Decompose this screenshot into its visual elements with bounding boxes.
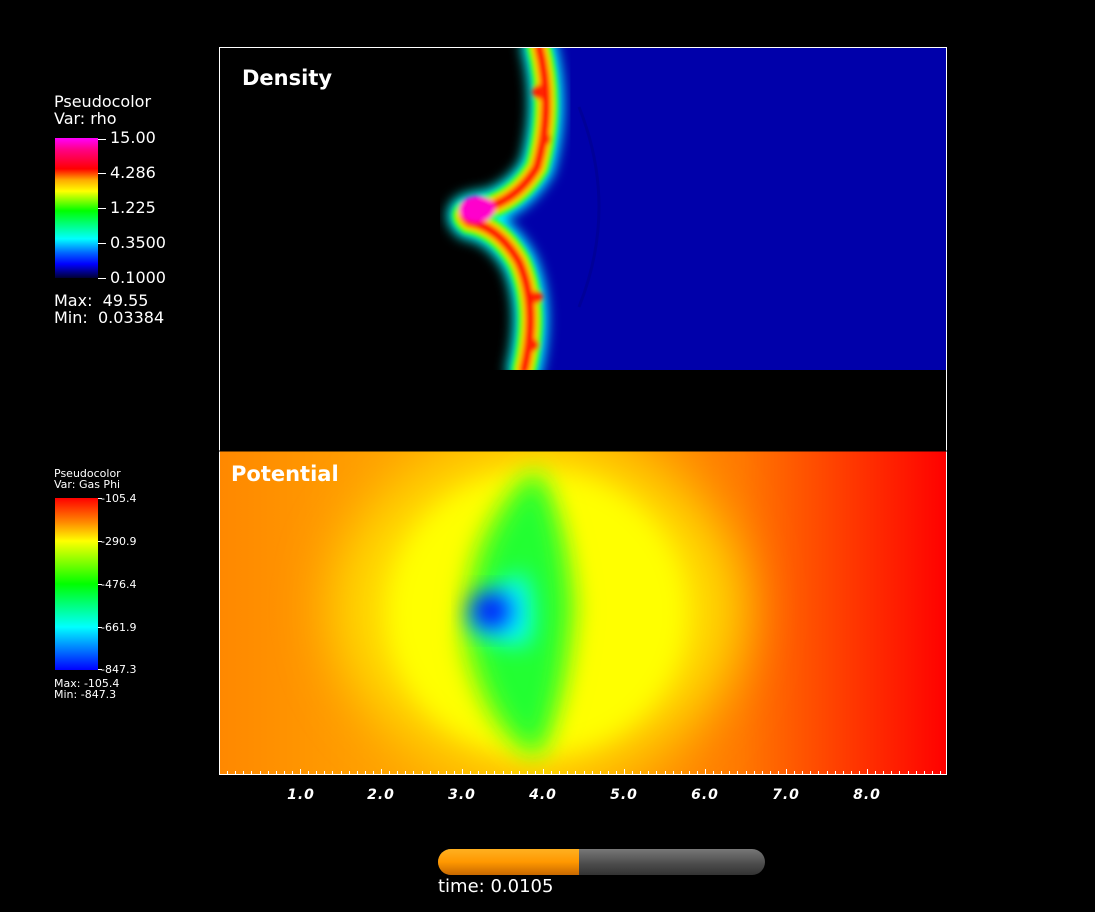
potential-min-value: Min: -847.3 (54, 688, 117, 701)
density-tick-label: 4.286 (110, 163, 156, 182)
x-axis-label: 2.0 (367, 787, 395, 803)
density-legend-variable: Var: rho (54, 109, 117, 128)
potential-legend-title: Pseudocolor (54, 467, 121, 480)
potential-tick-label: -105.4 (101, 492, 137, 505)
visualization-viewport[interactable] (219, 47, 947, 775)
x-axis-label: 7.0 (772, 787, 800, 803)
density-legend: Pseudocolor Var: rho 15.00 4.286 1.225 0… (54, 93, 194, 343)
potential-tick-label: -661.9 (101, 621, 137, 634)
potential-panel (219, 451, 947, 775)
density-tick-label: 0.1000 (110, 268, 166, 287)
density-min-value: Min: 0.03384 (54, 308, 165, 327)
x-axis-label: 5.0 (610, 787, 638, 803)
density-max-value: Max: 49.55 (54, 291, 149, 310)
potential-tick-label: -847.3 (101, 663, 137, 676)
density-colorbar (55, 138, 98, 278)
time-label: time: 0.0105 (438, 876, 554, 897)
x-axis-label: 3.0 (448, 787, 476, 803)
time-progress-bar[interactable] (438, 849, 765, 875)
density-tick-label: 0.3500 (110, 233, 166, 252)
x-axis-ticks (219, 769, 941, 775)
potential-tick-label: -476.4 (101, 578, 137, 591)
potential-panel-label: Potential (231, 462, 339, 486)
x-axis-label: 4.0 (529, 787, 557, 803)
potential-tick-label: -290.9 (101, 535, 137, 548)
x-axis-label: 6.0 (691, 787, 719, 803)
potential-legend: Pseudocolor Var: Gas Phi -105.4 -290.9 -… (54, 468, 174, 708)
density-ambient-region (489, 47, 947, 370)
potential-legend-variable: Var: Gas Phi (54, 478, 121, 491)
x-axis-label: 8.0 (853, 787, 881, 803)
potential-colorbar (55, 498, 98, 670)
density-tick-label: 1.225 (110, 198, 156, 217)
density-tick-label: 15.00 (110, 128, 156, 147)
density-panel (219, 47, 947, 370)
x-axis-label: 1.0 (287, 787, 315, 803)
potential-max-value: Max: -105.4 (54, 677, 120, 690)
density-legend-title: Pseudocolor (54, 92, 152, 111)
density-panel-label: Density (242, 66, 333, 90)
time-progress-fill (438, 849, 579, 875)
